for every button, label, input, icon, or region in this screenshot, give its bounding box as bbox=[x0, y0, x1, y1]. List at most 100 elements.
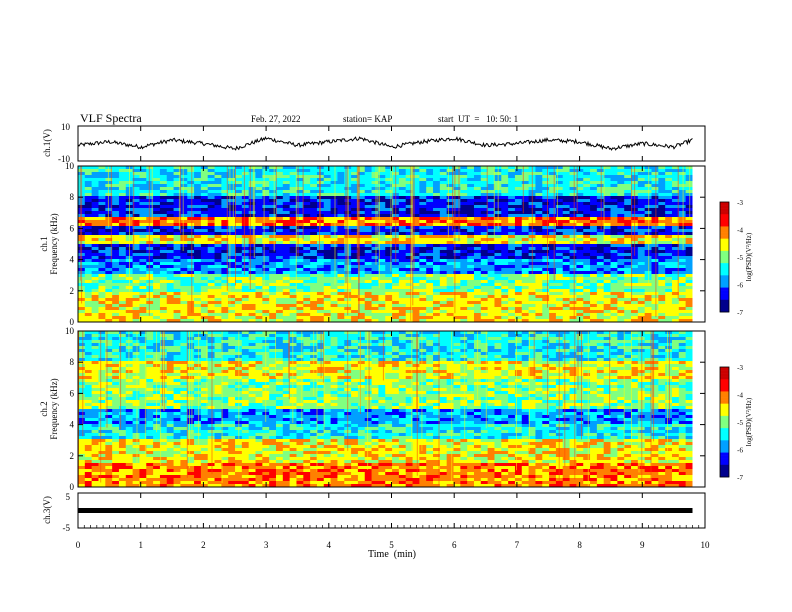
spectrogram-cell bbox=[583, 196, 591, 200]
spectrogram-cell bbox=[412, 292, 420, 296]
spectrogram-cell bbox=[480, 184, 489, 188]
spectrogram-cell bbox=[269, 214, 277, 218]
spectrogram-cell bbox=[241, 217, 250, 221]
spectrogram-cell bbox=[385, 235, 393, 239]
spectrogram-cell bbox=[535, 280, 543, 284]
spectrogram-cell bbox=[521, 238, 530, 242]
spectrogram-cell bbox=[269, 274, 277, 278]
spectrogram-cell bbox=[583, 205, 591, 209]
spectrogram-cell bbox=[310, 292, 318, 296]
spectrogram-cell bbox=[105, 220, 113, 224]
spectrogram-cell bbox=[678, 223, 687, 227]
spectrogram-cell bbox=[624, 331, 632, 335]
spectrogram-cell bbox=[439, 307, 448, 311]
spectrogram-cell bbox=[426, 235, 434, 239]
spectrogram-cell bbox=[631, 283, 639, 287]
spectrogram-cell bbox=[631, 277, 639, 281]
spectrogram-cell bbox=[112, 232, 120, 236]
spectrogram-cell bbox=[467, 190, 475, 194]
spectrogram-cell bbox=[323, 331, 332, 335]
spectrogram-cell bbox=[248, 169, 256, 173]
spectrogram-cell bbox=[310, 223, 318, 227]
spectrogram-cell bbox=[180, 319, 188, 323]
spectrogram-cell bbox=[303, 244, 311, 248]
spectrogram-cell bbox=[316, 310, 325, 314]
spectrogram-cell bbox=[337, 277, 345, 281]
spectrogram-cell bbox=[521, 259, 530, 263]
spectrogram-cell bbox=[535, 247, 543, 251]
spectrogram-cell bbox=[487, 190, 495, 194]
spectrogram-cell bbox=[187, 184, 195, 188]
spectrogram-cell bbox=[528, 274, 536, 278]
spectrogram-cell bbox=[439, 175, 448, 179]
spectrogram-cell bbox=[658, 298, 666, 302]
spectrogram-cell bbox=[508, 316, 516, 320]
spectrogram-cell bbox=[569, 253, 577, 257]
spectrogram-cell bbox=[576, 265, 584, 269]
spectrogram-cell bbox=[146, 235, 154, 239]
spectrogram-cell bbox=[685, 259, 693, 263]
spectrogram-cell bbox=[610, 217, 618, 221]
spectrogram-cell bbox=[624, 241, 632, 245]
spectrogram-cell bbox=[235, 310, 243, 314]
spectrogram-cell bbox=[173, 175, 181, 179]
spectrogram-cell bbox=[453, 229, 461, 233]
spectrogram-cell bbox=[132, 253, 140, 257]
spectrogram-cell bbox=[596, 280, 605, 284]
spectrogram-cell bbox=[665, 307, 673, 311]
colorbar-segment bbox=[720, 229, 729, 233]
spectrogram-cell bbox=[139, 205, 147, 209]
spectrogram-cell bbox=[194, 301, 202, 305]
spectrogram-cell bbox=[637, 166, 646, 170]
spectrogram-cell bbox=[439, 229, 448, 233]
spectrogram-cell bbox=[337, 310, 345, 314]
spectrogram-cell bbox=[146, 175, 154, 179]
spectrogram-cell bbox=[241, 301, 250, 305]
spectrogram-cell bbox=[275, 292, 284, 296]
spectrogram-cell bbox=[316, 244, 325, 248]
spectrogram-cell bbox=[282, 304, 291, 308]
spectrogram-cell bbox=[105, 235, 113, 239]
spectrogram-cell bbox=[275, 301, 284, 305]
spectrogram-cell bbox=[139, 304, 147, 308]
spectrogram-cell bbox=[405, 166, 413, 170]
spectrogram-cell bbox=[173, 205, 181, 209]
spectrogram-cell bbox=[262, 229, 270, 233]
spectrogram-cell bbox=[535, 313, 543, 317]
spectrogram-cell bbox=[446, 229, 454, 233]
spectrogram-cell bbox=[631, 265, 639, 269]
spectrogram-cell bbox=[241, 295, 250, 299]
spectrogram-cell bbox=[555, 208, 564, 212]
spectrogram-cell bbox=[337, 304, 345, 308]
spectrogram-cell bbox=[433, 280, 441, 284]
spectrogram-cell bbox=[118, 181, 127, 185]
colorbar-segment bbox=[720, 244, 729, 249]
spectrogram-cell bbox=[84, 184, 93, 188]
spectrogram-cell bbox=[535, 295, 543, 299]
spectrogram-cell bbox=[590, 283, 598, 287]
spectrogram-cell bbox=[139, 244, 147, 248]
spectrogram-cell bbox=[214, 256, 222, 260]
spectrogram-cell bbox=[562, 313, 570, 317]
spectrogram-cell bbox=[603, 295, 611, 299]
spectrogram-cell bbox=[310, 214, 318, 218]
spectrogram-cell bbox=[207, 211, 215, 215]
spectrogram-cell bbox=[651, 175, 659, 179]
spectrogram-cell bbox=[637, 193, 646, 197]
spectrogram-cell bbox=[323, 238, 332, 242]
spectrogram-cell bbox=[337, 307, 345, 311]
spectrogram-cell bbox=[323, 271, 332, 275]
spectrogram-cell bbox=[514, 187, 523, 191]
spectrogram-cell bbox=[262, 211, 270, 215]
spectrogram-cell bbox=[494, 265, 502, 269]
spectrogram-cell bbox=[535, 223, 543, 227]
spectrogram-cell bbox=[569, 190, 577, 194]
spectrogram-cell bbox=[665, 247, 673, 251]
spectrogram-cell bbox=[84, 262, 93, 266]
figure-station: station= KAP bbox=[343, 114, 392, 124]
colorbar-frame bbox=[719, 201, 730, 313]
spectrogram-cell bbox=[255, 193, 263, 197]
spectrogram-cell bbox=[473, 295, 482, 299]
spectrogram-cell bbox=[508, 208, 516, 212]
spectrogram-cell bbox=[521, 178, 530, 182]
